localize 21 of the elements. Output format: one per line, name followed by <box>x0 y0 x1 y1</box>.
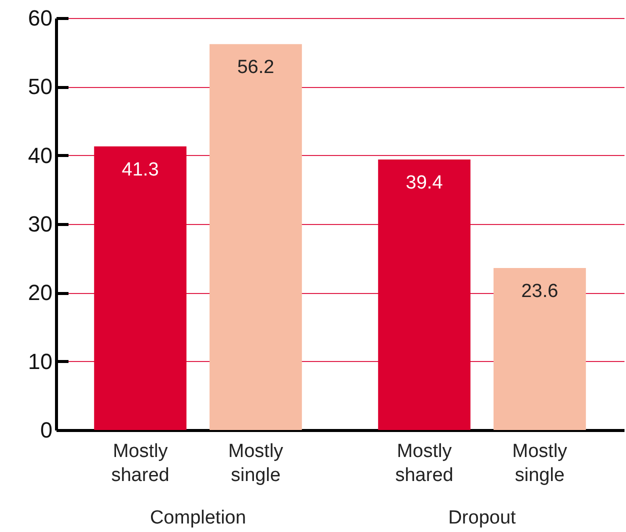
y-tick-label: 50 <box>28 74 52 100</box>
data-label: 23.6 <box>521 280 558 302</box>
text: Mostly single <box>512 441 568 486</box>
y-tick-label: 0 <box>40 418 52 442</box>
data-label: 41.3 <box>122 159 159 180</box>
bar <box>494 268 586 430</box>
y-tick-label: 30 <box>28 212 52 236</box>
bar <box>94 146 186 430</box>
x-tick-label: Dropout <box>448 508 517 528</box>
data-label: 39.4 <box>406 172 444 194</box>
series-label: Mostly single <box>228 441 284 486</box>
bar <box>210 44 302 430</box>
y-tick-label: 10 <box>28 348 52 374</box>
bar <box>378 159 470 430</box>
text: Mostly shared <box>395 441 454 486</box>
series-label: Mostly shared <box>111 441 170 486</box>
y-tick-label: 20 <box>28 280 52 306</box>
y-tick-label: 40 <box>28 142 52 168</box>
x-tick-label: Completion <box>150 508 246 528</box>
y-tick-label: 60 <box>28 6 52 30</box>
data-label: 56.2 <box>237 57 274 78</box>
